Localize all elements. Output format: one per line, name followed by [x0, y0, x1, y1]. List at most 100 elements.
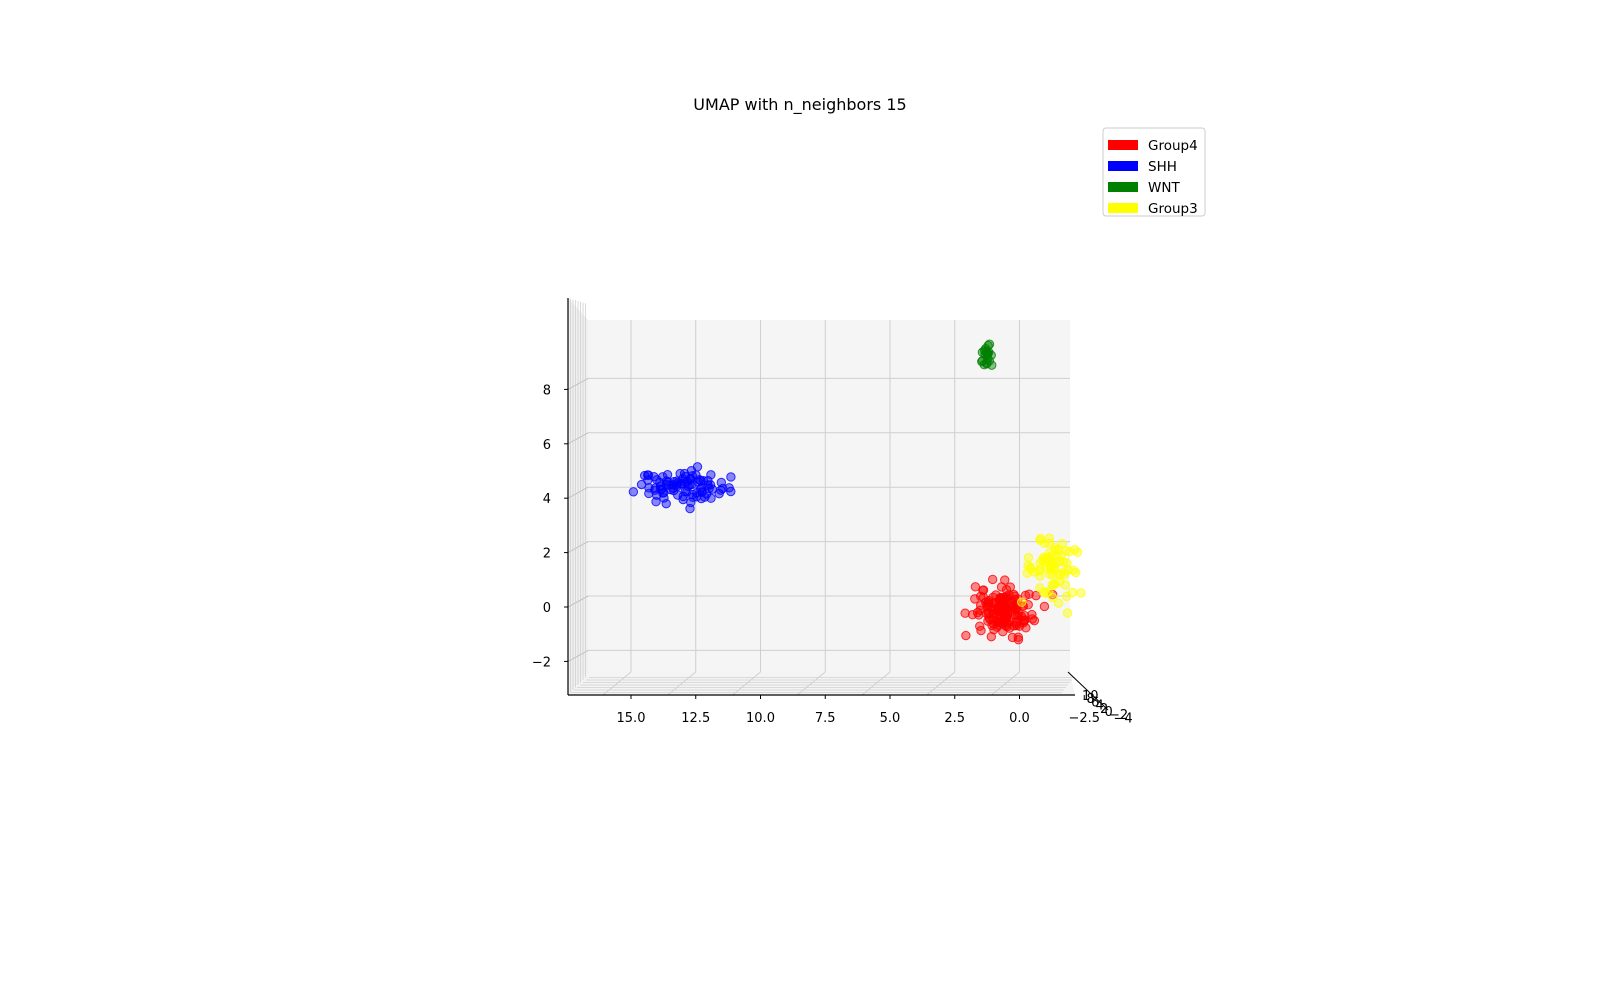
- x-tick-label: 7.5: [815, 711, 836, 726]
- depth-tick-label: 2: [1100, 702, 1108, 717]
- x-tick-label: 2.5: [944, 711, 965, 726]
- axis-ticks: 15.0 12.5 10.0 7.5 5.0 2.5 0.0 −2.5−20246810864…: [532, 383, 1133, 726]
- data-point-group4: [1001, 585, 1012, 595]
- grid-floor-1: [667, 671, 697, 696]
- data-point-shh: [655, 481, 666, 491]
- z-tick-label: −2: [532, 655, 551, 670]
- legend-swatch-wnt: [1108, 182, 1138, 192]
- data-point-group4: [1027, 609, 1037, 620]
- x-tick-label: −2.5: [1068, 711, 1100, 726]
- data-point-group3: [1076, 588, 1086, 598]
- data-point-group3: [1060, 580, 1071, 590]
- data-point-shh: [714, 488, 724, 499]
- data-point-group3: [1035, 583, 1045, 593]
- data-point-group3: [1023, 552, 1034, 563]
- grid-floor-5: [926, 671, 956, 696]
- depth-tick-label: 6: [1091, 695, 1099, 710]
- data-point-shh: [679, 468, 690, 479]
- depth-tick-label: 10: [1082, 689, 1099, 704]
- data-point-shh: [672, 476, 682, 486]
- z-tick-label: 4: [543, 492, 551, 507]
- data-point-group4: [998, 592, 1008, 603]
- data-point-group4: [987, 574, 998, 585]
- data-point-group4: [993, 610, 1003, 620]
- x-tick-label: 0.0: [1009, 711, 1030, 726]
- data-point-shh: [687, 489, 698, 500]
- data-point-group4: [1007, 632, 1018, 643]
- scatter-points: [628, 339, 1086, 645]
- depth-axis-line: [1067, 671, 1109, 711]
- data-point-shh: [658, 472, 668, 482]
- data-point-shh: [680, 477, 691, 488]
- x-tick-label: 5.0: [880, 711, 901, 726]
- data-point-group4: [984, 595, 994, 606]
- depth-tick-label: −4: [1114, 711, 1133, 726]
- data-point-group3: [1072, 547, 1083, 557]
- z-tick-label: 8: [543, 383, 551, 398]
- data-point-group3: [1048, 564, 1059, 574]
- grid-floor-0: [602, 671, 632, 696]
- data-point-shh: [700, 492, 710, 502]
- data-point-shh: [661, 498, 671, 509]
- data-point-group4: [961, 630, 971, 641]
- data-point-group4: [986, 631, 997, 642]
- legend-swatch-group4: [1108, 140, 1138, 150]
- grid-floor-6: [991, 671, 1020, 696]
- z-tick-label: 2: [543, 547, 551, 562]
- data-point-group3: [1062, 608, 1073, 618]
- data-point-group4: [975, 591, 986, 602]
- data-point-shh: [691, 470, 701, 480]
- data-point-group4: [1004, 623, 1015, 633]
- data-point-shh: [639, 470, 650, 481]
- data-point-group3: [1035, 535, 1045, 545]
- data-point-wnt: [980, 343, 991, 354]
- depth-tick-label: 8: [1087, 692, 1095, 707]
- depth-tick-label: −2: [1109, 708, 1128, 723]
- data-point-group4: [1031, 590, 1041, 601]
- data-point-shh: [692, 462, 703, 472]
- legend-label-group3: Group3: [1148, 201, 1198, 217]
- axis-lines: [567, 298, 1109, 711]
- data-point-shh: [678, 491, 689, 502]
- data-point-shh: [636, 479, 647, 490]
- data-point-group3: [1039, 538, 1050, 549]
- data-point-shh: [643, 470, 653, 480]
- x-tick-label: 12.5: [681, 711, 710, 726]
- data-point-group3: [1022, 568, 1032, 578]
- data-point-group3: [1071, 567, 1081, 578]
- data-point-group3: [1017, 597, 1027, 607]
- data-point-wnt: [981, 359, 992, 369]
- data-point-group3: [1064, 546, 1075, 557]
- data-point-group4: [1019, 610, 1030, 621]
- legend-label-group4: Group4: [1148, 138, 1198, 154]
- data-point-group4: [1009, 589, 1019, 600]
- data-point-group4: [1024, 589, 1034, 599]
- data-point-group4: [974, 610, 984, 620]
- grid-floor-4: [861, 671, 891, 696]
- x-tick-label: 10.0: [746, 711, 775, 726]
- data-point-group3: [1059, 569, 1070, 580]
- x-tick-label: 15.0: [617, 711, 646, 726]
- data-point-group3: [1041, 588, 1051, 598]
- data-point-group3: [1023, 560, 1033, 571]
- legend: Group4 SHH WNT Group3: [1102, 127, 1206, 217]
- data-point-shh: [688, 492, 698, 503]
- data-point-group3: [1035, 571, 1045, 581]
- z-tick-label: 0: [543, 601, 551, 616]
- data-point-group4: [1011, 604, 1021, 615]
- data-point-group3: [1053, 598, 1064, 608]
- grid-lines: [567, 298, 1074, 696]
- data-point-group3: [1053, 545, 1064, 555]
- data-point-shh: [726, 472, 736, 482]
- data-point-shh: [718, 483, 728, 494]
- data-point-group4: [975, 600, 986, 611]
- axes-panes: [568, 298, 1075, 695]
- legend-label-shh: SHH: [1148, 159, 1177, 175]
- data-point-group4: [994, 617, 1005, 628]
- depth-tick-label: 0: [1105, 705, 1113, 720]
- data-point-group3: [1045, 555, 1055, 565]
- data-point-shh: [643, 475, 653, 485]
- legend-label-wnt: WNT: [1148, 180, 1180, 196]
- data-point-group3: [1050, 579, 1061, 589]
